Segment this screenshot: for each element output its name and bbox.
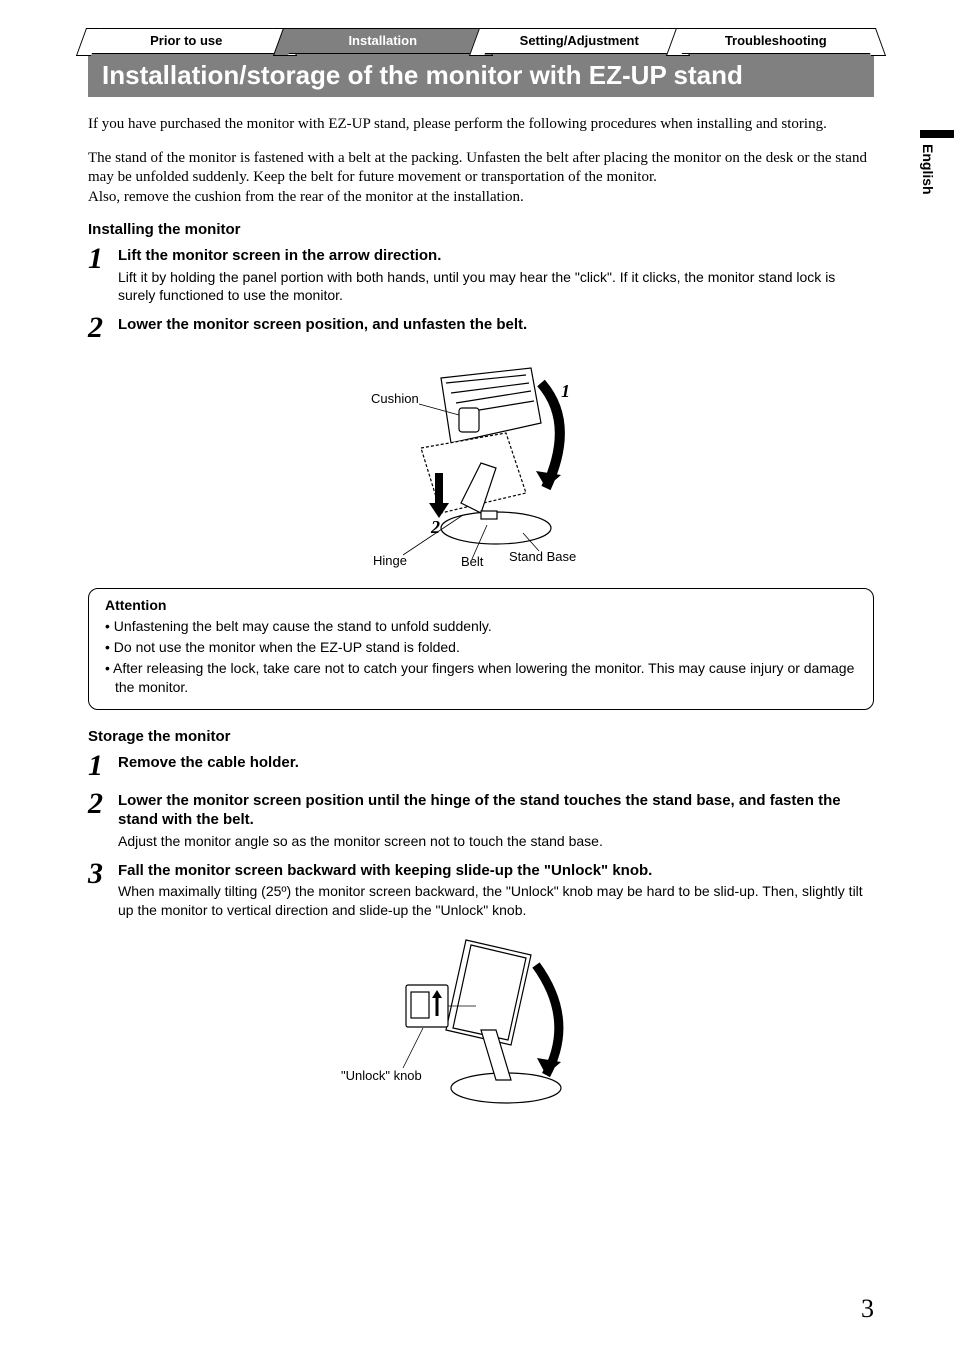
storage-step-1: 1 Remove the cable holder. [88, 753, 874, 781]
tab-label: Installation [348, 33, 417, 48]
fig-label-n2: 2 [430, 517, 440, 537]
page-number: 3 [861, 1294, 874, 1324]
fig-label-n1: 1 [561, 381, 570, 401]
tab-setting-adjustment[interactable]: Setting/Adjustment [481, 28, 678, 54]
tab-label: Setting/Adjustment [520, 33, 639, 48]
step-number: 1 [88, 244, 118, 305]
figure-install: Cushion 1 2 Hinge Belt Stand Base [88, 353, 874, 578]
attention-item: Do not use the monitor when the EZ-UP st… [105, 638, 857, 657]
install-diagram-svg: Cushion 1 2 Hinge Belt Stand Base [331, 353, 631, 573]
intro-text: If you have purchased the monitor with E… [88, 115, 874, 207]
fig-label-hinge: Hinge [373, 553, 407, 568]
fig-label-stand-base: Stand Base [509, 549, 576, 564]
attention-item: Unfastening the belt may cause the stand… [105, 617, 857, 636]
install-heading: Installing the monitor [88, 221, 874, 238]
page-content: Prior to use Installation Setting/Adjust… [0, 0, 954, 1155]
fig-label-unlock-knob: "Unlock" knob [341, 1068, 422, 1083]
attention-heading: Attention [105, 597, 857, 613]
tab-prior-to-use[interactable]: Prior to use [88, 28, 285, 54]
step-text: Lift it by holding the panel portion wit… [118, 268, 874, 306]
storage-step-3: 3 Fall the monitor screen backward with … [88, 861, 874, 920]
step-text: When maximally tilting (25º) the monitor… [118, 882, 874, 920]
figure-storage: "Unlock" knob [88, 930, 874, 1125]
step-title: Remove the cable holder. [118, 753, 874, 773]
step-number: 2 [88, 313, 118, 343]
attention-box: Attention Unfastening the belt may cause… [88, 588, 874, 710]
step-text: Adjust the monitor angle so as the monit… [118, 832, 874, 851]
step-title: Lower the monitor screen position, and u… [118, 315, 874, 335]
chapter-tabs: Prior to use Installation Setting/Adjust… [88, 28, 874, 54]
step-title: Lower the monitor screen position until … [118, 791, 874, 830]
intro-p1: If you have purchased the monitor with E… [88, 115, 874, 135]
page-title: Installation/storage of the monitor with… [88, 54, 874, 97]
step-number: 3 [88, 859, 118, 920]
install-step-1: 1 Lift the monitor screen in the arrow d… [88, 246, 874, 305]
storage-step-2: 2 Lower the monitor screen position unti… [88, 791, 874, 851]
storage-diagram-svg: "Unlock" knob [331, 930, 631, 1120]
step-title: Fall the monitor screen backward with ke… [118, 861, 874, 881]
attention-item: After releasing the lock, take care not … [105, 659, 857, 697]
step-number: 2 [88, 789, 118, 851]
storage-heading: Storage the monitor [88, 728, 874, 745]
step-title: Lift the monitor screen in the arrow dir… [118, 246, 874, 266]
tab-label: Troubleshooting [725, 33, 827, 48]
step-number: 1 [88, 751, 118, 781]
fig-label-cushion: Cushion [371, 391, 419, 406]
tab-installation[interactable]: Installation [285, 28, 482, 54]
tab-troubleshooting[interactable]: Troubleshooting [678, 28, 875, 54]
install-step-2: 2 Lower the monitor screen position, and… [88, 315, 874, 343]
fig-label-belt: Belt [461, 554, 484, 569]
tab-label: Prior to use [150, 33, 222, 48]
intro-p2: The stand of the monitor is fastened wit… [88, 149, 874, 208]
